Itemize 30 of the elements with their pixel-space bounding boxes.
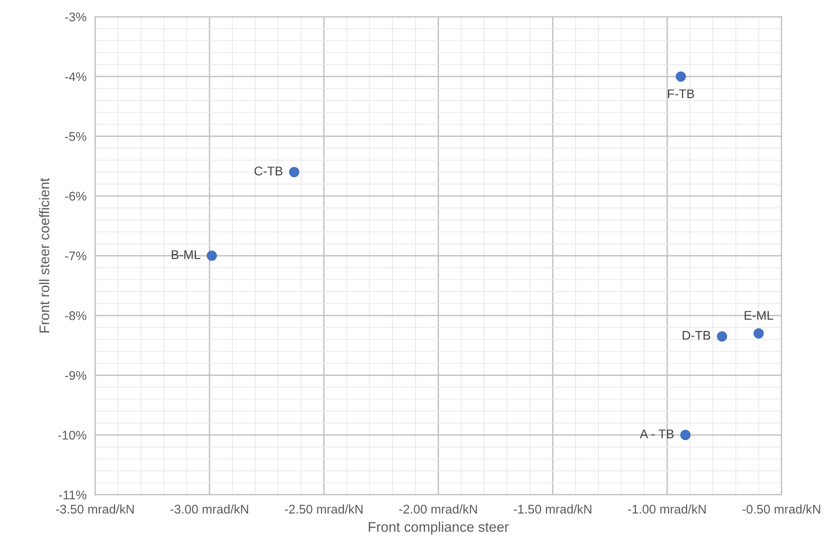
y-tick-label: -6% xyxy=(65,192,86,201)
point xyxy=(288,166,300,178)
y-tick-label: -5% xyxy=(65,132,86,141)
x-tick-label: -2.00 mrad/kN xyxy=(399,504,477,514)
x-tick-label: -3.50 mrad/kN xyxy=(56,504,134,514)
point xyxy=(676,71,686,82)
point xyxy=(206,250,217,261)
annotation: F-TB xyxy=(668,89,694,98)
x-axis-title: Front compliance steer xyxy=(368,522,509,535)
point xyxy=(680,430,691,440)
x-tick-label: -3.00 mrad/kN xyxy=(170,504,248,514)
y-axis-title: Front roll steer coefficient xyxy=(39,178,50,332)
point xyxy=(753,328,764,339)
x-tick-label: -1.50 mrad/kN xyxy=(514,504,592,514)
annotation: E-ML xyxy=(744,311,774,320)
annotation: B-ML xyxy=(172,250,200,259)
point xyxy=(716,331,728,342)
y-tick-label: -11% xyxy=(59,490,86,500)
x-tick-label: -0.50 mrad/kN xyxy=(742,504,820,514)
annotation: C-TB xyxy=(254,166,282,176)
y-tick-label: -10% xyxy=(58,430,86,440)
x-tick-label: -1.00 mrad/kN xyxy=(628,504,706,514)
annotation: D-TB xyxy=(682,331,710,340)
y-tick-label: -7% xyxy=(65,252,86,260)
y-tick-label: -4% xyxy=(65,72,86,82)
annotation: A - TB xyxy=(640,430,674,438)
y-tick-label: -8% xyxy=(65,311,86,320)
x-tick-label: -2.50 mrad/kN xyxy=(284,504,362,514)
y-tick-label: -3% xyxy=(65,12,86,22)
y-tick-label: -9% xyxy=(65,371,86,380)
